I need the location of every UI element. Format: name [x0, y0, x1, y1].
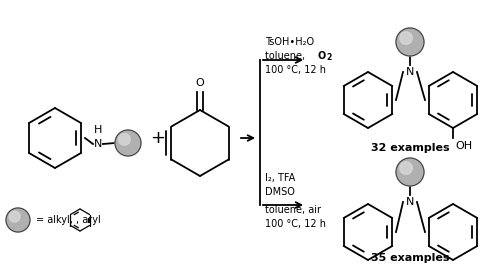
- Ellipse shape: [118, 134, 130, 145]
- Text: N: N: [94, 139, 102, 149]
- Text: 100 °C, 12 h: 100 °C, 12 h: [265, 219, 326, 229]
- Text: toluene,: toluene,: [265, 51, 308, 61]
- Ellipse shape: [115, 130, 141, 156]
- Text: 100 °C, 12 h: 100 °C, 12 h: [265, 65, 326, 75]
- Text: 32 examples: 32 examples: [370, 143, 450, 153]
- Text: DMSO: DMSO: [265, 187, 295, 197]
- Text: toluene, air: toluene, air: [265, 205, 321, 215]
- Ellipse shape: [396, 158, 424, 186]
- Text: N: N: [406, 67, 414, 77]
- Text: TsOH•H₂O: TsOH•H₂O: [265, 37, 314, 47]
- Text: H: H: [94, 125, 102, 135]
- Text: N: N: [406, 197, 414, 207]
- Ellipse shape: [396, 28, 424, 56]
- Text: +: +: [150, 129, 166, 147]
- Text: = alkyl, , aryl: = alkyl, , aryl: [36, 215, 101, 225]
- Text: O: O: [196, 78, 204, 88]
- Ellipse shape: [6, 208, 30, 232]
- Text: O: O: [318, 51, 326, 61]
- Text: 2: 2: [326, 54, 331, 63]
- Text: OH: OH: [455, 141, 472, 151]
- Ellipse shape: [400, 32, 412, 44]
- Text: I₂, TFA: I₂, TFA: [265, 173, 295, 183]
- Ellipse shape: [400, 162, 412, 174]
- Ellipse shape: [9, 211, 20, 222]
- Text: 35 examples: 35 examples: [371, 253, 449, 263]
